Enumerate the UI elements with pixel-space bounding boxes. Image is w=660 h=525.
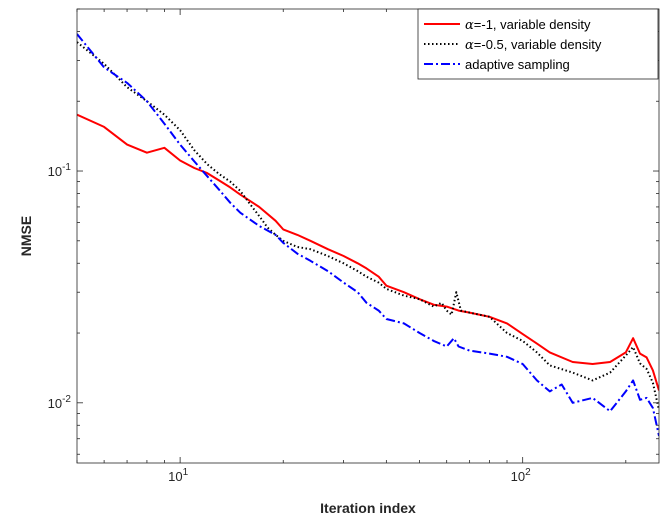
- series-line-3: [77, 33, 659, 437]
- series-layer: [77, 33, 659, 437]
- legend-label-1: α=-1, variable density: [465, 17, 591, 33]
- x-tick-label-1: 101: [168, 467, 188, 484]
- axes-layer: 101 102 10-2 10-1: [48, 8, 660, 484]
- plot-area: [77, 9, 659, 463]
- x-axis-label: Iteration index: [320, 500, 416, 516]
- x-tick-label-2: 102: [511, 467, 531, 484]
- axes-box: [76, 8, 660, 464]
- y-axis-label: NMSE: [18, 216, 34, 256]
- y-tick-label-2: 10-1: [48, 162, 72, 179]
- legend[interactable]: α=-1, variable density α=-0.5, variable d…: [417, 8, 659, 80]
- legend-label-2: α=-0.5, variable density: [465, 37, 602, 53]
- y-tick-label-1: 10-2: [48, 394, 72, 411]
- legend-box: [417, 8, 659, 80]
- legend-label-3: adaptive sampling: [465, 57, 570, 72]
